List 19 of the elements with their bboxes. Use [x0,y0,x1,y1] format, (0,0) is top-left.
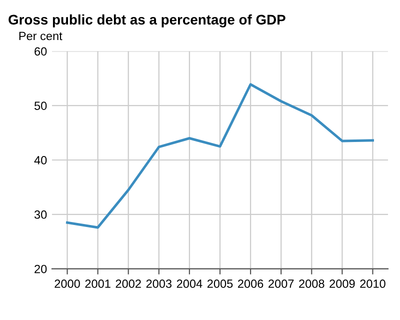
x-tick-label: 2005 [207,280,233,288]
x-tick-label: 2003 [146,280,172,288]
y-axis-title: Per cent [19,32,62,40]
x-tick-label: 2010 [360,280,386,288]
y-tick-label: 20 [34,264,47,274]
x-tick-label: 2004 [176,280,202,288]
x-tick-label: 2008 [299,280,324,288]
x-tick-label: 2002 [116,280,141,288]
y-tick-label: 50 [34,102,47,110]
x-tick-label: 2009 [330,280,355,288]
y-tick-label: 40 [34,156,47,164]
x-tick-label: 2006 [238,280,264,288]
line-series [66,83,374,229]
y-tick-label: 60 [34,47,47,56]
chart-title: Gross public debt as a percentage of GDP [8,14,286,28]
y-tick-label: 30 [34,210,47,219]
x-tick-label: 2007 [268,280,294,288]
x-tick-label: 2001 [85,280,110,288]
x-tick-label: 2000 [54,280,80,288]
